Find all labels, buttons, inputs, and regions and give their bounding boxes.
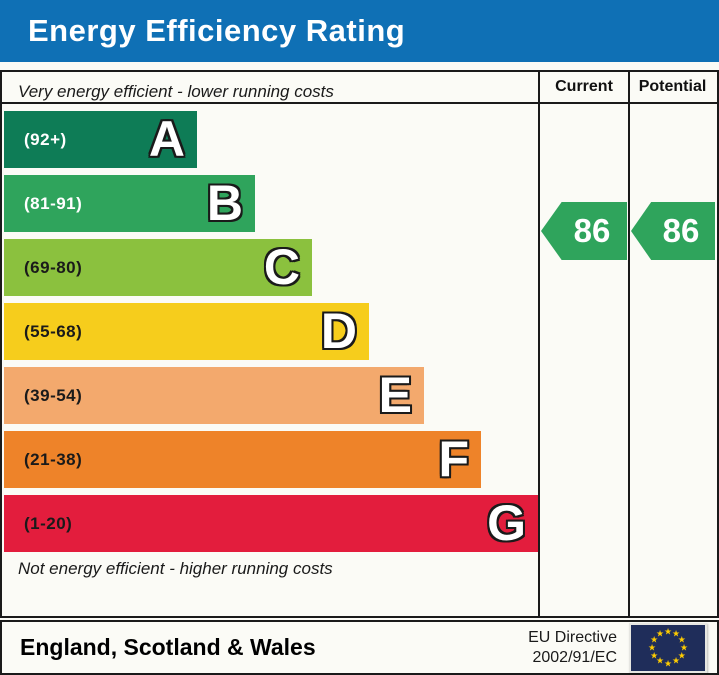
header-rule — [2, 102, 717, 104]
eu-directive-line1: EU Directive — [528, 628, 617, 646]
energy-rating-chart: Current Potential Very energy efficient … — [0, 70, 719, 618]
band-letter: F — [438, 431, 469, 487]
footer-bar: England, Scotland & Wales EU Directive 2… — [0, 620, 719, 675]
current-rating-value: 86 — [573, 212, 611, 249]
band-row-e: (39-54) E — [4, 367, 424, 424]
eu-star-icon: ★ — [650, 634, 659, 644]
band-range-label: (55-68) — [24, 321, 83, 341]
band-range-label: (1-20) — [24, 513, 73, 533]
bottom-note: Not energy efficient - higher running co… — [18, 559, 333, 578]
band-row-a: (92+) A — [4, 111, 197, 168]
current-rating-arrow: 86 — [541, 202, 627, 260]
eu-star-icon: ★ — [647, 642, 657, 652]
potential-rating-arrow: 86 — [631, 202, 715, 260]
eu-star-icon: ★ — [663, 658, 673, 668]
band-letter: A — [148, 111, 185, 167]
band-row-d: (55-68) D — [4, 303, 369, 360]
band-letter: G — [487, 495, 526, 551]
current-column-divider — [538, 72, 540, 616]
band-range-label: (39-54) — [24, 385, 83, 405]
footer-region-label: England, Scotland & Wales — [20, 634, 316, 660]
band-range-label: (21-38) — [24, 449, 83, 469]
band-range-label: (69-80) — [24, 257, 83, 277]
potential-column-divider — [628, 72, 630, 616]
footer-right: EU Directive 2002/91/EC ★ ★ ★ ★ ★ ★ ★ ★ ★ ★ ★ ★ — [528, 622, 707, 673]
band-row-c: (69-80) C — [4, 239, 312, 296]
potential-column-header: Potential — [638, 78, 707, 95]
eu-star-icon: ★ — [655, 628, 665, 639]
band-letter: D — [320, 303, 357, 359]
current-column-header: Current — [555, 78, 613, 95]
band-row-f: (21-38) F — [4, 431, 481, 488]
band-range-label: (92+) — [24, 129, 67, 149]
rating-scale: (92+) A (81-91) B (69-80) C (55-68) D (39-54) E (2… — [4, 111, 717, 552]
eu-star-icon: ★ — [650, 650, 659, 660]
eu-directive-label: EU Directive 2002/91/EC — [528, 628, 617, 668]
band-letter: E — [378, 367, 412, 423]
eu-star-icon: ★ — [671, 628, 681, 639]
top-note: Very energy efficient - lower running co… — [18, 82, 334, 101]
eu-directive-line2: 2002/91/EC — [532, 648, 617, 666]
eu-star-icon: ★ — [677, 650, 686, 660]
band-letter: B — [206, 175, 243, 231]
eu-star-icon: ★ — [671, 655, 681, 666]
eu-flag-icon: ★ ★ ★ ★ ★ ★ ★ ★ ★ ★ ★ ★ — [629, 622, 707, 673]
potential-rating-value: 86 — [662, 212, 700, 249]
band-range-label: (81-91) — [24, 193, 83, 213]
band-letter: C — [263, 239, 300, 295]
eu-star-icon: ★ — [677, 634, 686, 644]
eu-star-icon: ★ — [655, 655, 665, 666]
band-row-b: (81-91) B — [4, 175, 255, 232]
title-bar: Energy Efficiency Rating — [0, 0, 719, 62]
band-row-g: (1-20) G — [4, 495, 538, 552]
page-title: Energy Efficiency Rating — [28, 13, 406, 48]
eu-star-icon: ★ — [679, 642, 689, 652]
eu-star-icon: ★ — [663, 626, 673, 636]
